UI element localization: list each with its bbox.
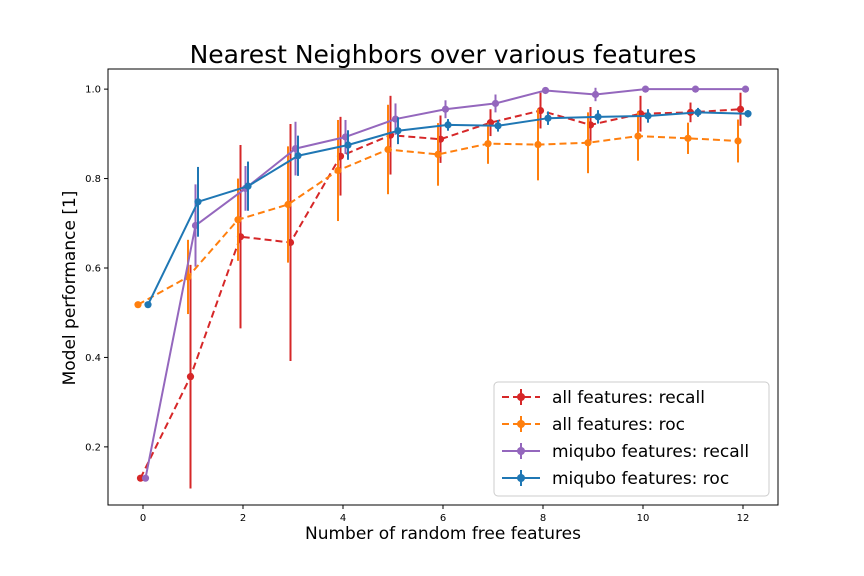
legend: all features: recall all features: roc miq… [493,381,770,497]
data-point [541,86,550,95]
data-point [741,85,750,93]
data-point [736,105,745,113]
x-axis-label: Number of random free features [305,524,581,544]
data-point [744,110,752,118]
x-tick-label: 4 [340,513,346,524]
legend-box [493,381,770,497]
data-point [344,141,352,149]
legend-marker [517,393,525,401]
data-point [594,113,602,121]
data-point [441,105,450,113]
data-point [234,216,242,224]
legend-entry-3: miqubo features: roc [502,469,729,489]
legend-marker [517,474,525,482]
data-point [194,198,202,206]
legend-entry-1: all features: roc [502,415,685,435]
y-tick-label: 0.8 [85,174,101,185]
x-tick-label: 10 [637,513,650,524]
x-tick-label: 2 [240,513,246,524]
data-point [434,150,442,159]
data-point [691,85,700,93]
data-point [491,99,500,108]
y-tick-label: 1.0 [85,85,101,96]
data-point [141,474,150,482]
data-point [494,122,502,130]
data-point [284,200,292,209]
x-tick-label: 8 [540,513,546,524]
data-point [644,112,652,120]
legend-marker [517,447,525,455]
data-point [186,373,195,381]
legend-label: all features: recall [552,388,705,408]
series-1 [134,104,742,315]
data-point [384,145,392,154]
data-point [444,121,452,129]
data-point [484,140,492,148]
legend-marker [517,420,525,428]
legend-entry-0: all features: recall [502,388,705,408]
x-tick-label: 6 [440,513,446,524]
y-tick-label: 0.4 [85,353,101,364]
data-point [591,90,600,99]
data-point [641,85,650,93]
data-point [634,132,642,140]
x-tick-label: 12 [737,513,750,524]
data-point [684,134,692,142]
data-point [144,301,152,309]
y-axis-label: Model performance [1] [60,191,80,386]
series-3 [144,107,752,309]
data-point [734,137,742,145]
axis-ticks: 0 2 4 6 8 10 12 0.2 0.4 0.6 0.8 1.0 [85,85,749,524]
chart-title: Nearest Neighbors over various features [190,40,697,69]
data-point [134,301,142,309]
data-point [584,139,592,147]
data-point [294,152,302,160]
legend-label: miqubo features: roc [552,469,729,489]
x-tick-label: 0 [140,513,146,524]
data-point [136,474,145,482]
data-point [334,166,342,175]
data-point [394,127,402,135]
data-point [694,108,702,116]
y-tick-label: 0.2 [85,442,101,453]
legend-entry-2: miqubo features: recall [502,442,749,462]
data-point [534,140,542,149]
plot-area [107,68,779,506]
legend-label: miqubo features: recall [552,442,749,462]
data-point [244,182,252,190]
y-tick-label: 0.6 [85,263,101,274]
data-point [544,114,552,122]
legend-label: all features: roc [552,415,685,435]
